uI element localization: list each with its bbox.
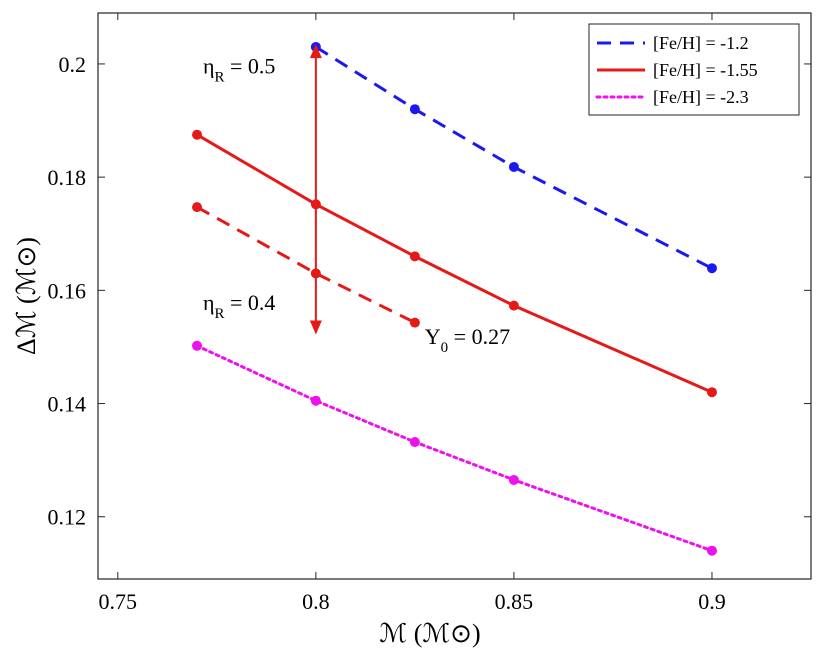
data-point: [706, 387, 717, 398]
data-point: [192, 340, 203, 351]
x-axis-title: ℳ (ℳ⊙): [379, 619, 480, 648]
legend: [Fe/H] = -1.2 [Fe/H] = -1.55 [Fe/H] = -2.3: [588, 23, 800, 116]
series-line: [196, 133, 713, 394]
eta-arrow-head-down: [309, 320, 322, 335]
y-axis-title: Δℳ (ℳ⊙): [12, 237, 41, 355]
data-point: [310, 395, 321, 406]
series-1: [192, 129, 717, 398]
series-line: [195, 344, 714, 553]
series-line: [315, 45, 713, 270]
series-0: [310, 41, 717, 274]
plot-frame: [97, 12, 812, 580]
y-tick-label: 0.16: [48, 278, 87, 303]
annotation-y0-label: Y0 = 0.27: [425, 324, 510, 356]
legend-entry: [Fe/H] = -2.3: [653, 87, 749, 107]
legend-box: [588, 23, 800, 116]
annotation-layer: ηR = 0.5 ηR = 0.4 Y0 = 0.27: [203, 44, 510, 356]
y-tick-label: 0.12: [48, 505, 87, 530]
legend-entry: [Fe/H] = -1.2: [653, 33, 749, 53]
x-tick-label: 0.85: [495, 589, 534, 614]
eta-arrow-head-up: [309, 44, 322, 59]
annotation-eta-top: ηR = 0.5: [203, 54, 275, 86]
x-tick-label: 0.75: [99, 589, 138, 614]
data-point: [706, 545, 717, 556]
data-point: [409, 251, 420, 262]
data-point: [508, 474, 519, 485]
legend-entry: [Fe/H] = -1.55: [653, 60, 758, 80]
data-point: [409, 317, 420, 328]
series-2: [192, 340, 717, 556]
y-tick-label: 0.18: [48, 165, 87, 190]
x-tick-label: 0.8: [302, 589, 330, 614]
data-point: [706, 263, 717, 274]
y-tick-label: 0.14: [48, 392, 87, 417]
x-tick-label: 0.9: [698, 589, 726, 614]
axis-ticks: 0.75 0.8 0.85 0.9 0.12 0.14 0.16 0.18 0.2: [48, 13, 811, 614]
data-point: [192, 202, 203, 213]
data-point: [192, 129, 203, 140]
data-point: [508, 300, 519, 311]
data-point: [508, 161, 519, 172]
data-point: [409, 437, 420, 448]
y-tick-label: 0.2: [59, 52, 87, 77]
series-line: [196, 205, 416, 324]
annotation-eta-bottom: ηR = 0.4: [203, 290, 275, 322]
data-point: [409, 104, 420, 115]
